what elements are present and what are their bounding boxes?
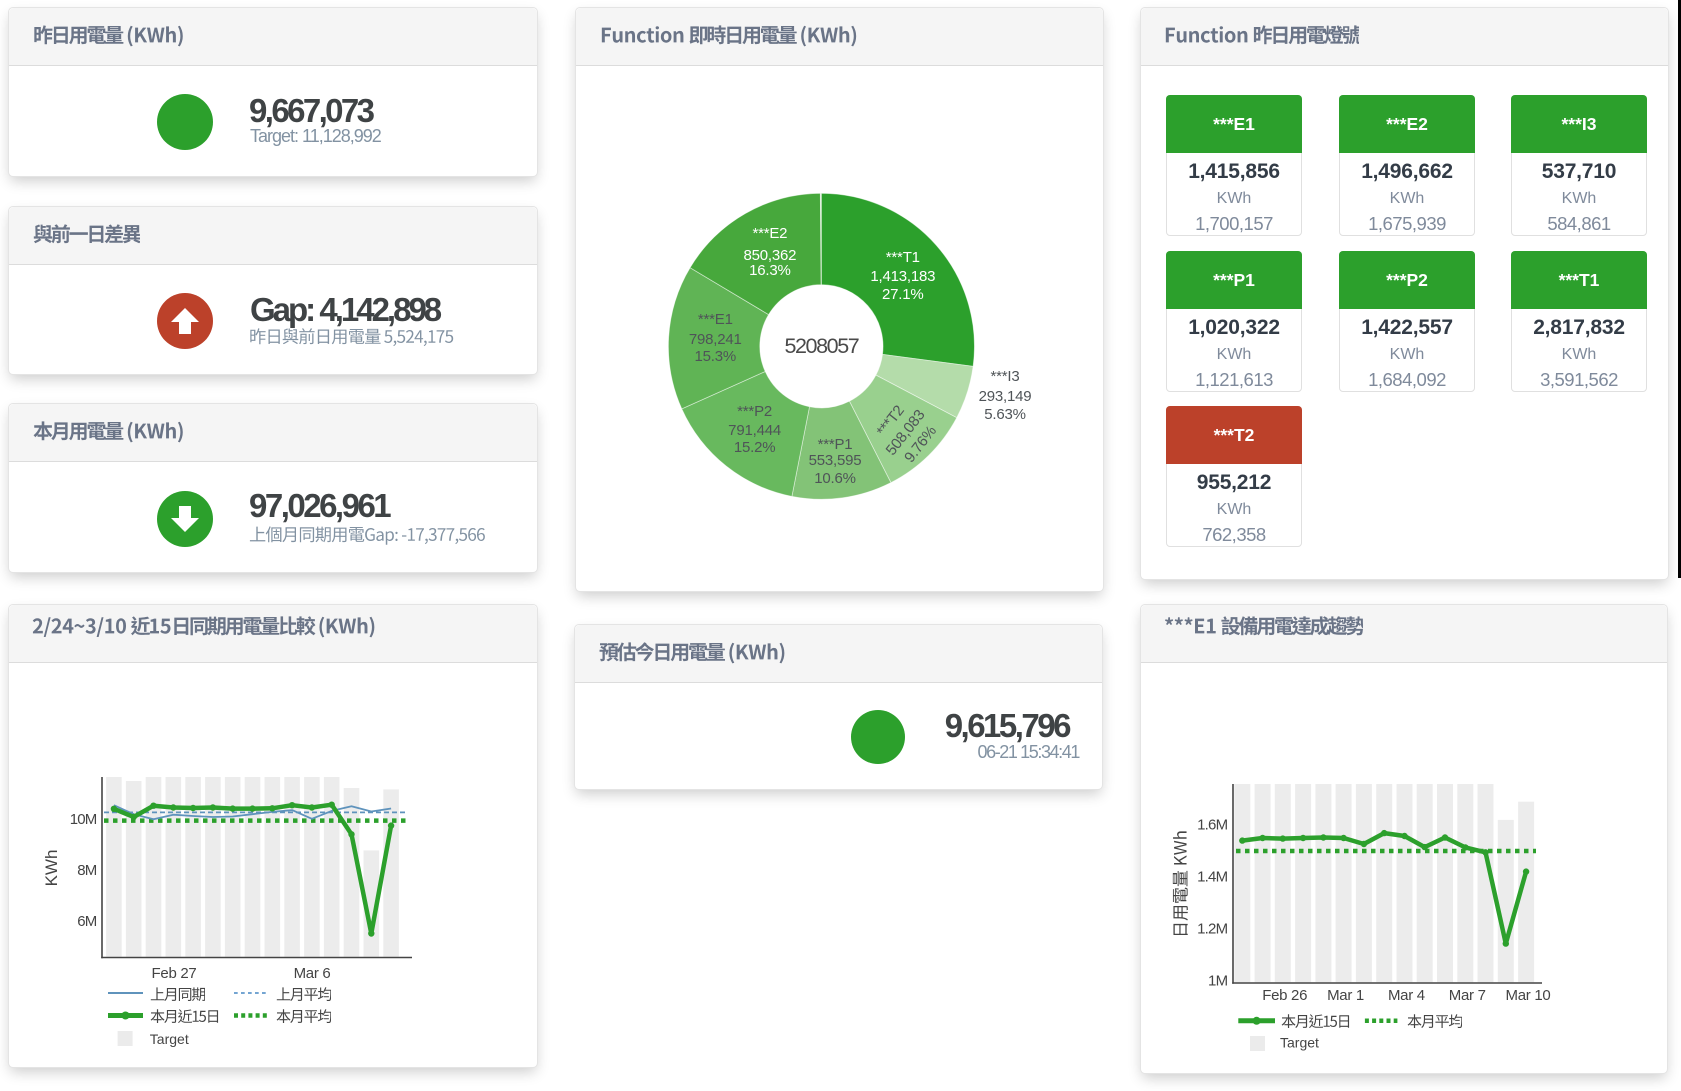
svg-text:10M: 10M	[70, 811, 97, 828]
svg-text:1.6M: 1.6M	[1197, 817, 1227, 834]
svg-text:Feb 26: Feb 26	[1262, 987, 1307, 1004]
svg-text:KWh: KWh	[42, 850, 61, 887]
svg-text:1.2M: 1.2M	[1197, 921, 1227, 938]
svg-text:Target: Target	[150, 1031, 189, 1047]
svg-text:1M: 1M	[1208, 973, 1228, 990]
svg-text:Mar 7: Mar 7	[1449, 987, 1486, 1004]
svg-text:1.4M: 1.4M	[1197, 869, 1227, 886]
svg-text:Target: Target	[1280, 1035, 1319, 1051]
svg-text:Mar 6: Mar 6	[294, 965, 331, 982]
svg-text:Mar 4: Mar 4	[1388, 987, 1425, 1004]
svg-text:Mar 10: Mar 10	[1506, 987, 1551, 1004]
svg-text:8M: 8M	[77, 862, 97, 879]
svg-text:Feb 27: Feb 27	[152, 965, 197, 982]
svg-text:Mar 1: Mar 1	[1327, 987, 1364, 1004]
svg-text:6M: 6M	[77, 913, 97, 930]
